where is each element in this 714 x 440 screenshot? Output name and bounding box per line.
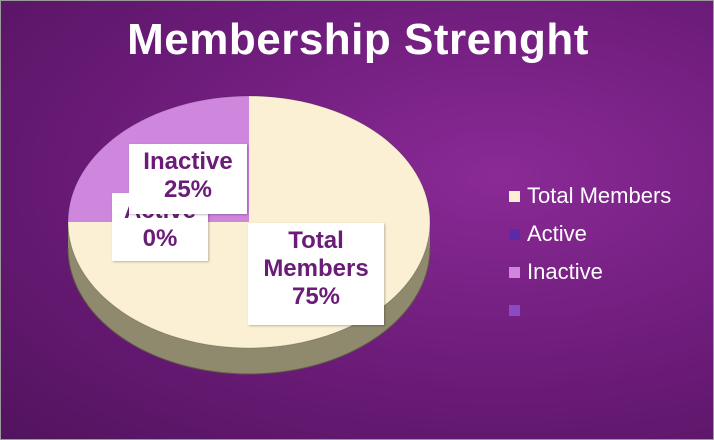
legend-item-total-members: Total Members xyxy=(509,177,671,215)
legend-label-total-members: Total Members xyxy=(527,183,672,208)
legend-item-unnamed xyxy=(509,291,671,329)
legend-item-inactive: Inactive xyxy=(509,253,671,291)
data-label-total-members-name: Total Members xyxy=(263,227,369,282)
legend-label-active: Active xyxy=(527,221,587,246)
data-label-total-members-percent: 75% xyxy=(291,283,341,310)
pie-side-outline xyxy=(67,247,431,375)
data-label-active-percent: 0% xyxy=(142,225,178,252)
legend-swatch-active xyxy=(509,228,520,240)
data-label-total-members: Total Members 75% xyxy=(248,223,384,325)
legend-swatch-inactive xyxy=(509,266,520,278)
data-label-inactive-percent: 25% xyxy=(163,176,213,203)
legend-label-inactive: Inactive xyxy=(527,259,603,284)
chart-legend: Total Members Active Inactive xyxy=(509,177,671,329)
pie-side-edge xyxy=(68,222,430,374)
chart-title: Membership Strenght xyxy=(127,15,589,64)
legend-item-active: Active xyxy=(509,215,671,253)
data-label-inactive-name: Inactive xyxy=(143,148,233,175)
legend-swatch-unnamed xyxy=(509,304,520,316)
data-label-inactive: Inactive 25% xyxy=(129,144,247,214)
legend-swatch-total-members xyxy=(509,190,520,202)
pie-top-outline xyxy=(67,95,431,349)
